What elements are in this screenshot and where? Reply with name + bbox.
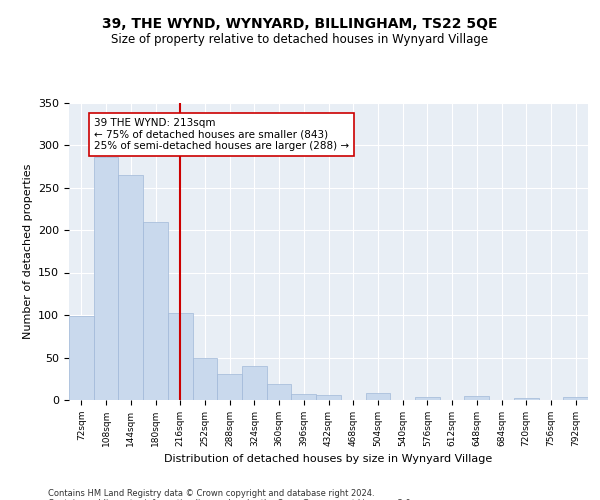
Y-axis label: Number of detached properties: Number of detached properties <box>23 164 32 339</box>
Text: Contains public sector information licensed under the Open Government Licence v3: Contains public sector information licen… <box>48 498 413 500</box>
Bar <box>316 395 341 400</box>
Text: Contains HM Land Registry data © Crown copyright and database right 2024.: Contains HM Land Registry data © Crown c… <box>48 488 374 498</box>
Bar <box>217 374 242 400</box>
Bar <box>464 396 489 400</box>
X-axis label: Distribution of detached houses by size in Wynyard Village: Distribution of detached houses by size … <box>164 454 493 464</box>
Bar <box>94 157 118 400</box>
Bar <box>118 175 143 400</box>
Text: 39, THE WYND, WYNYARD, BILLINGHAM, TS22 5QE: 39, THE WYND, WYNYARD, BILLINGHAM, TS22 … <box>102 18 498 32</box>
Bar <box>563 398 588 400</box>
Bar <box>365 393 390 400</box>
Text: 39 THE WYND: 213sqm
← 75% of detached houses are smaller (843)
25% of semi-detac: 39 THE WYND: 213sqm ← 75% of detached ho… <box>94 118 349 151</box>
Bar <box>514 398 539 400</box>
Bar <box>143 222 168 400</box>
Text: Size of property relative to detached houses in Wynyard Village: Size of property relative to detached ho… <box>112 32 488 46</box>
Bar <box>69 316 94 400</box>
Bar <box>242 366 267 400</box>
Bar <box>193 358 217 400</box>
Bar <box>292 394 316 400</box>
Bar <box>267 384 292 400</box>
Bar <box>415 396 440 400</box>
Bar <box>168 314 193 400</box>
